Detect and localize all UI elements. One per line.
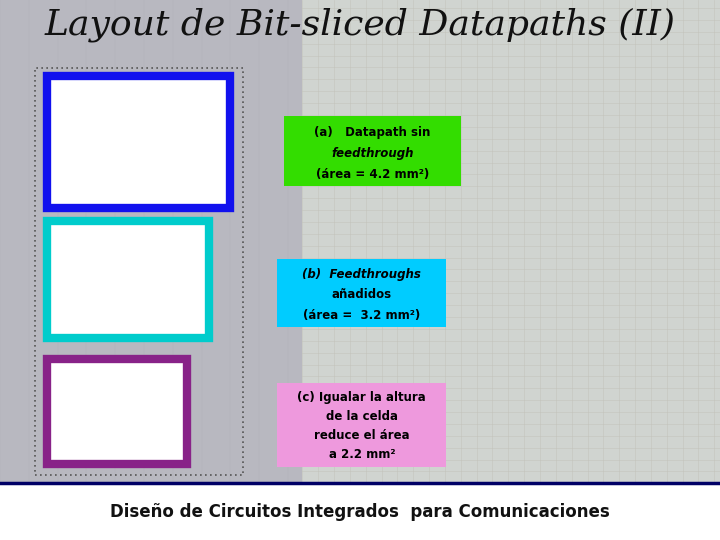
Text: (área =  3.2 mm²): (área = 3.2 mm²) bbox=[303, 309, 420, 322]
Text: (a)   Datapath sin: (a) Datapath sin bbox=[315, 126, 431, 139]
Text: (área = 4.2 mm²): (área = 4.2 mm²) bbox=[316, 168, 429, 181]
Bar bbox=[47, 221, 209, 338]
Text: añadidos: añadidos bbox=[332, 288, 392, 301]
Text: Diseño de Circuitos Integrados  para Comunicaciones: Diseño de Circuitos Integrados para Comu… bbox=[110, 503, 610, 521]
Text: (b)  Feedthroughs: (b) Feedthroughs bbox=[302, 268, 421, 281]
Bar bbox=[35, 68, 243, 475]
Bar bbox=[277, 259, 446, 327]
Bar bbox=[0, 0, 302, 483]
Bar bbox=[47, 359, 187, 464]
Text: reduce el área: reduce el área bbox=[314, 429, 410, 442]
Bar bbox=[284, 116, 461, 186]
Text: a 2.2 mm²: a 2.2 mm² bbox=[328, 448, 395, 461]
Bar bbox=[302, 0, 720, 483]
Text: (c) Igualar la altura: (c) Igualar la altura bbox=[297, 391, 426, 404]
Text: Layout de Bit-sliced Datapaths (II): Layout de Bit-sliced Datapaths (II) bbox=[45, 7, 675, 42]
Text: de la celda: de la celda bbox=[325, 410, 397, 423]
Bar bbox=[277, 383, 446, 467]
Text: feedthrough: feedthrough bbox=[331, 147, 414, 160]
Bar bbox=[0, 483, 720, 540]
Bar bbox=[47, 76, 230, 208]
